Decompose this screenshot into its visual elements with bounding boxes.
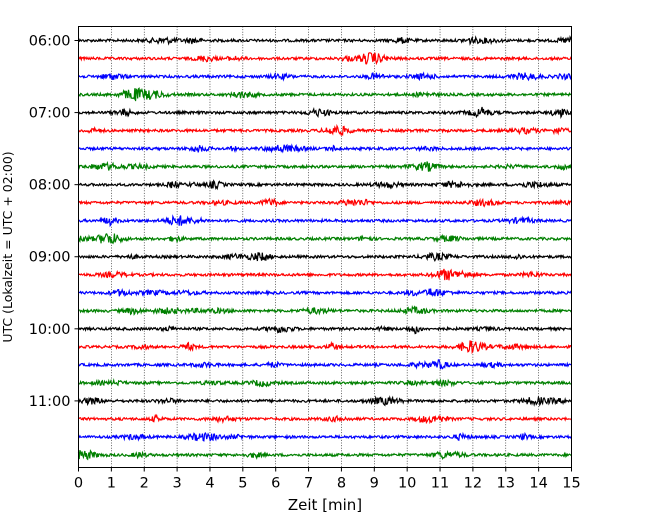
trace-0915 — [78, 268, 573, 281]
y-axis-ticks: 06:00 07:00 08:00 09:00 10:00 11:00 — [29, 34, 79, 410]
traces — [77, 35, 573, 461]
trace-1145 — [77, 449, 572, 461]
y-tick-label: 07:00 — [29, 106, 71, 122]
x-axis-ticks: 0 1 2 3 4 5 6 7 8 9 10 11 12 13 14 15 — [74, 467, 581, 492]
x-tick-label: 13 — [497, 476, 515, 492]
y-axis-label: UTC (Lokalzeit = UTC + 02:00) — [0, 151, 15, 342]
trace-0800 — [78, 179, 573, 191]
x-tick-label: 3 — [172, 476, 181, 492]
trace-0845 — [77, 233, 573, 245]
trace-1015 — [78, 340, 573, 355]
trace-0730 — [78, 143, 572, 154]
grid-lines — [111, 26, 539, 468]
x-tick-label: 5 — [238, 476, 247, 492]
trace-0630 — [78, 71, 573, 82]
x-tick-label: 10 — [398, 476, 416, 492]
x-tick-label: 15 — [562, 476, 580, 492]
trace-1130 — [78, 431, 573, 442]
trace-0700 — [78, 106, 572, 119]
x-axis-label: Zeit [min] — [288, 496, 362, 514]
trace-0945 — [78, 305, 573, 316]
y-tick-label: 06:00 — [29, 34, 71, 50]
x-tick-label: 4 — [205, 476, 214, 492]
plot-frame — [78, 26, 572, 468]
x-tick-label: 12 — [464, 476, 482, 492]
x-tick-label: 9 — [370, 476, 379, 492]
x-tick-label: 1 — [107, 476, 116, 492]
trace-1115 — [78, 413, 573, 425]
y-tick-label: 09:00 — [29, 250, 71, 266]
trace-1000 — [78, 324, 572, 335]
y-tick-label: 10:00 — [29, 322, 71, 338]
trace-0930 — [78, 287, 572, 298]
trace-0900 — [78, 251, 572, 262]
trace-0615 — [77, 52, 572, 66]
y-tick-label: 08:00 — [29, 178, 71, 194]
x-tick-label: 8 — [337, 476, 346, 492]
trace-0830 — [78, 214, 572, 228]
trace-0745 — [77, 160, 573, 172]
y-tick-label: 11:00 — [29, 394, 71, 410]
x-tick-label: 2 — [140, 476, 149, 492]
trace-0715 — [78, 123, 573, 137]
x-tick-label: 14 — [529, 476, 547, 492]
trace-0600 — [78, 35, 573, 46]
x-tick-label: 6 — [271, 476, 280, 492]
trace-1100 — [77, 395, 573, 407]
trace-1030 — [77, 359, 572, 370]
trace-1045 — [78, 377, 572, 388]
x-tick-label: 7 — [304, 476, 313, 492]
x-tick-label: 0 — [74, 476, 83, 492]
trace-0645 — [78, 87, 572, 102]
x-tick-label: 11 — [431, 476, 449, 492]
trace-0815 — [77, 197, 573, 208]
